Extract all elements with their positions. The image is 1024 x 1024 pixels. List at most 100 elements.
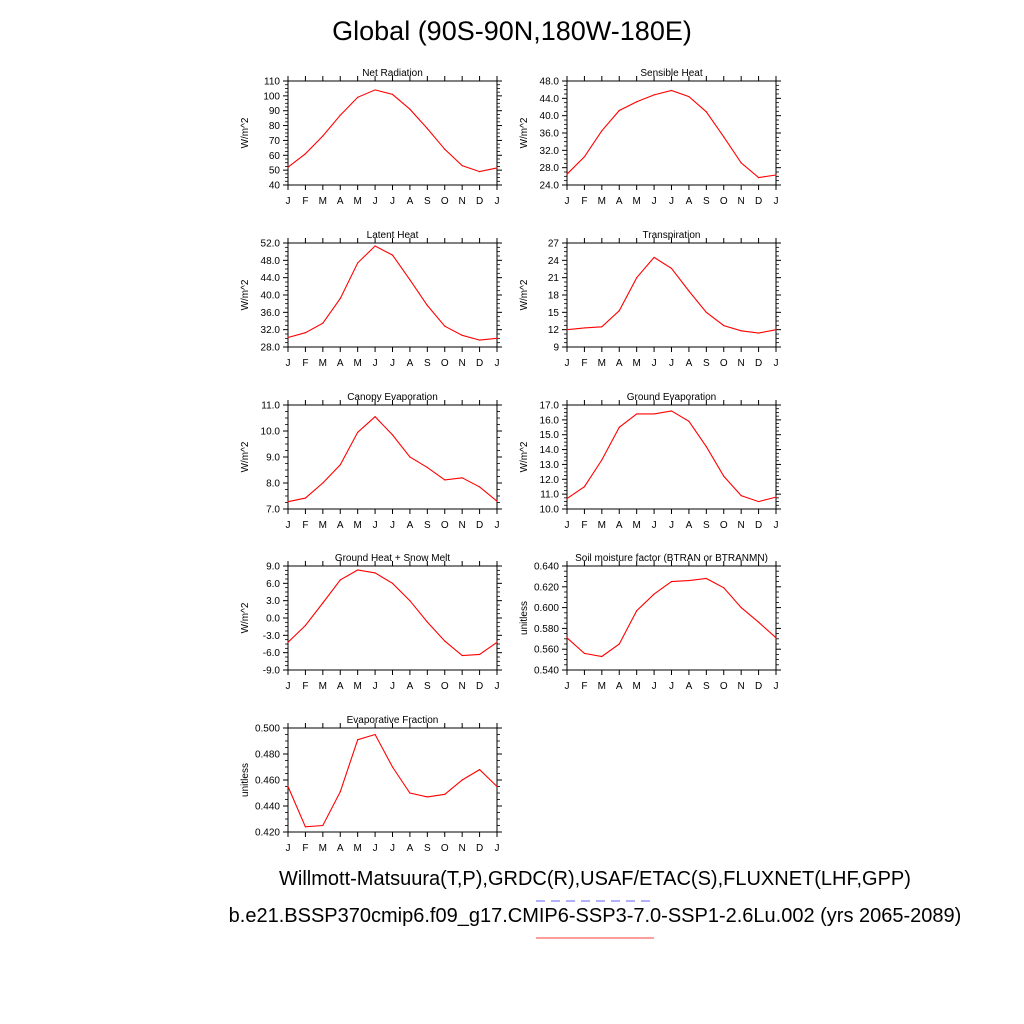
x-tick-label: D (755, 681, 762, 692)
x-tick-label: M (353, 358, 361, 369)
x-tick-label: J (774, 358, 779, 369)
data-point (339, 297, 341, 300)
chart-panel-4: Canopy Evaporation W/m^2 7.0 8.0 9.0 10.0 11.0… (240, 392, 502, 531)
x-tick-label: O (720, 196, 728, 207)
x-tick-label: J (495, 843, 500, 854)
y-tick-label: 28.0 (261, 343, 281, 354)
plot-frame (566, 404, 777, 510)
panel-title: Canopy Evaporation (347, 392, 438, 403)
data-point (618, 109, 620, 112)
data-point (583, 327, 586, 329)
plot-frame (287, 565, 498, 671)
x-tick-label: O (441, 358, 449, 369)
x-tick-label: J (286, 196, 291, 207)
x-tick-label: M (353, 681, 361, 692)
x-tick-label: M (353, 196, 361, 207)
x-tick-label: M (319, 358, 327, 369)
y-tick-label: 9.0 (266, 453, 280, 464)
data-point (601, 326, 603, 328)
x-tick-label: F (302, 681, 308, 692)
data-point (688, 420, 690, 422)
data-point (688, 290, 690, 292)
y-tick-label: 0.420 (255, 828, 280, 839)
data-point (636, 101, 638, 103)
x-tick-label: D (476, 843, 483, 854)
data-point (339, 464, 341, 466)
data-point (705, 311, 707, 313)
y-tick-label: 0.460 (255, 776, 280, 787)
x-tick-label: D (476, 196, 483, 207)
y-tick-label: -9.0 (263, 666, 281, 677)
data-point (670, 89, 673, 92)
y-tick-label: 60 (269, 151, 281, 162)
chart-panel-2: Latent Heat W/m^2 28.0 32.0 36.0 40.0 44.0 48.0… (240, 230, 502, 369)
data-point (775, 637, 777, 639)
data-point (775, 174, 777, 176)
data-point (653, 256, 655, 259)
x-tick-label: N (459, 681, 466, 692)
x-tick-label: N (738, 681, 745, 692)
x-tick-label: A (407, 843, 414, 854)
x-tick-label: O (441, 681, 449, 692)
data-point (357, 569, 359, 571)
data-point (322, 322, 324, 324)
x-tick-label: M (632, 358, 640, 369)
x-tick-label: N (459, 520, 466, 531)
y-axis-label: W/m^2 (240, 117, 251, 148)
plot-frame (287, 80, 498, 186)
y-tick-label: 11.0 (540, 490, 559, 501)
x-tick-label: M (598, 520, 606, 531)
x-tick-label: A (686, 681, 693, 692)
y-tick-label: 0.500 (255, 724, 280, 735)
y-tick-label: 100 (263, 91, 280, 102)
x-tick-label: J (373, 681, 378, 692)
panel-title: Sensible Heat (640, 68, 702, 79)
x-tick-label: M (632, 681, 640, 692)
y-tick-label: 15 (548, 308, 560, 319)
x-tick-label: J (652, 358, 657, 369)
y-tick-label: 44.0 (540, 94, 560, 105)
x-tick-label: N (459, 358, 466, 369)
data-point (426, 466, 428, 468)
y-axis-label: W/m^2 (519, 441, 530, 472)
data-point (705, 577, 707, 580)
y-axis-label: W/m^2 (519, 117, 530, 148)
y-tick-label: 17.0 (540, 401, 560, 412)
data-point (566, 498, 568, 500)
chart-panel-7: Soil moisture factor (BTRAN or BTRANMN) u… (519, 553, 781, 692)
data-point (391, 766, 394, 768)
data-point (496, 500, 498, 502)
x-tick-label: J (774, 196, 779, 207)
x-tick-label: S (424, 196, 431, 207)
y-tick-label: 50 (269, 166, 281, 177)
data-point (339, 114, 341, 116)
data-point (304, 497, 307, 499)
y-tick-label: 21 (548, 273, 560, 284)
y-axis-label: W/m^2 (519, 279, 530, 310)
data-point (496, 785, 498, 788)
x-tick-label: J (652, 520, 657, 531)
y-tick-label: 48.0 (540, 77, 560, 88)
data-point (374, 245, 376, 247)
x-tick-label: N (459, 196, 466, 207)
y-axis-label: W/m^2 (240, 441, 251, 472)
x-tick-label: J (774, 681, 779, 692)
data-point (653, 94, 655, 96)
x-tick-label: F (581, 358, 587, 369)
x-tick-label: A (686, 520, 693, 531)
x-tick-label: F (302, 843, 308, 854)
panel-title: Latent Heat (367, 230, 419, 241)
data-point (757, 177, 760, 179)
x-tick-label: M (319, 520, 327, 531)
data-point (444, 325, 446, 327)
data-point (601, 130, 603, 132)
data-point (304, 153, 307, 155)
data-point (496, 641, 498, 643)
panel-title: Net Radiation (362, 68, 423, 79)
x-tick-label: O (720, 681, 728, 692)
x-tick-label: J (774, 520, 779, 531)
x-tick-label: S (703, 520, 710, 531)
x-tick-label: N (738, 520, 745, 531)
y-axis-label: unitless (519, 601, 530, 635)
x-tick-label: A (407, 358, 414, 369)
